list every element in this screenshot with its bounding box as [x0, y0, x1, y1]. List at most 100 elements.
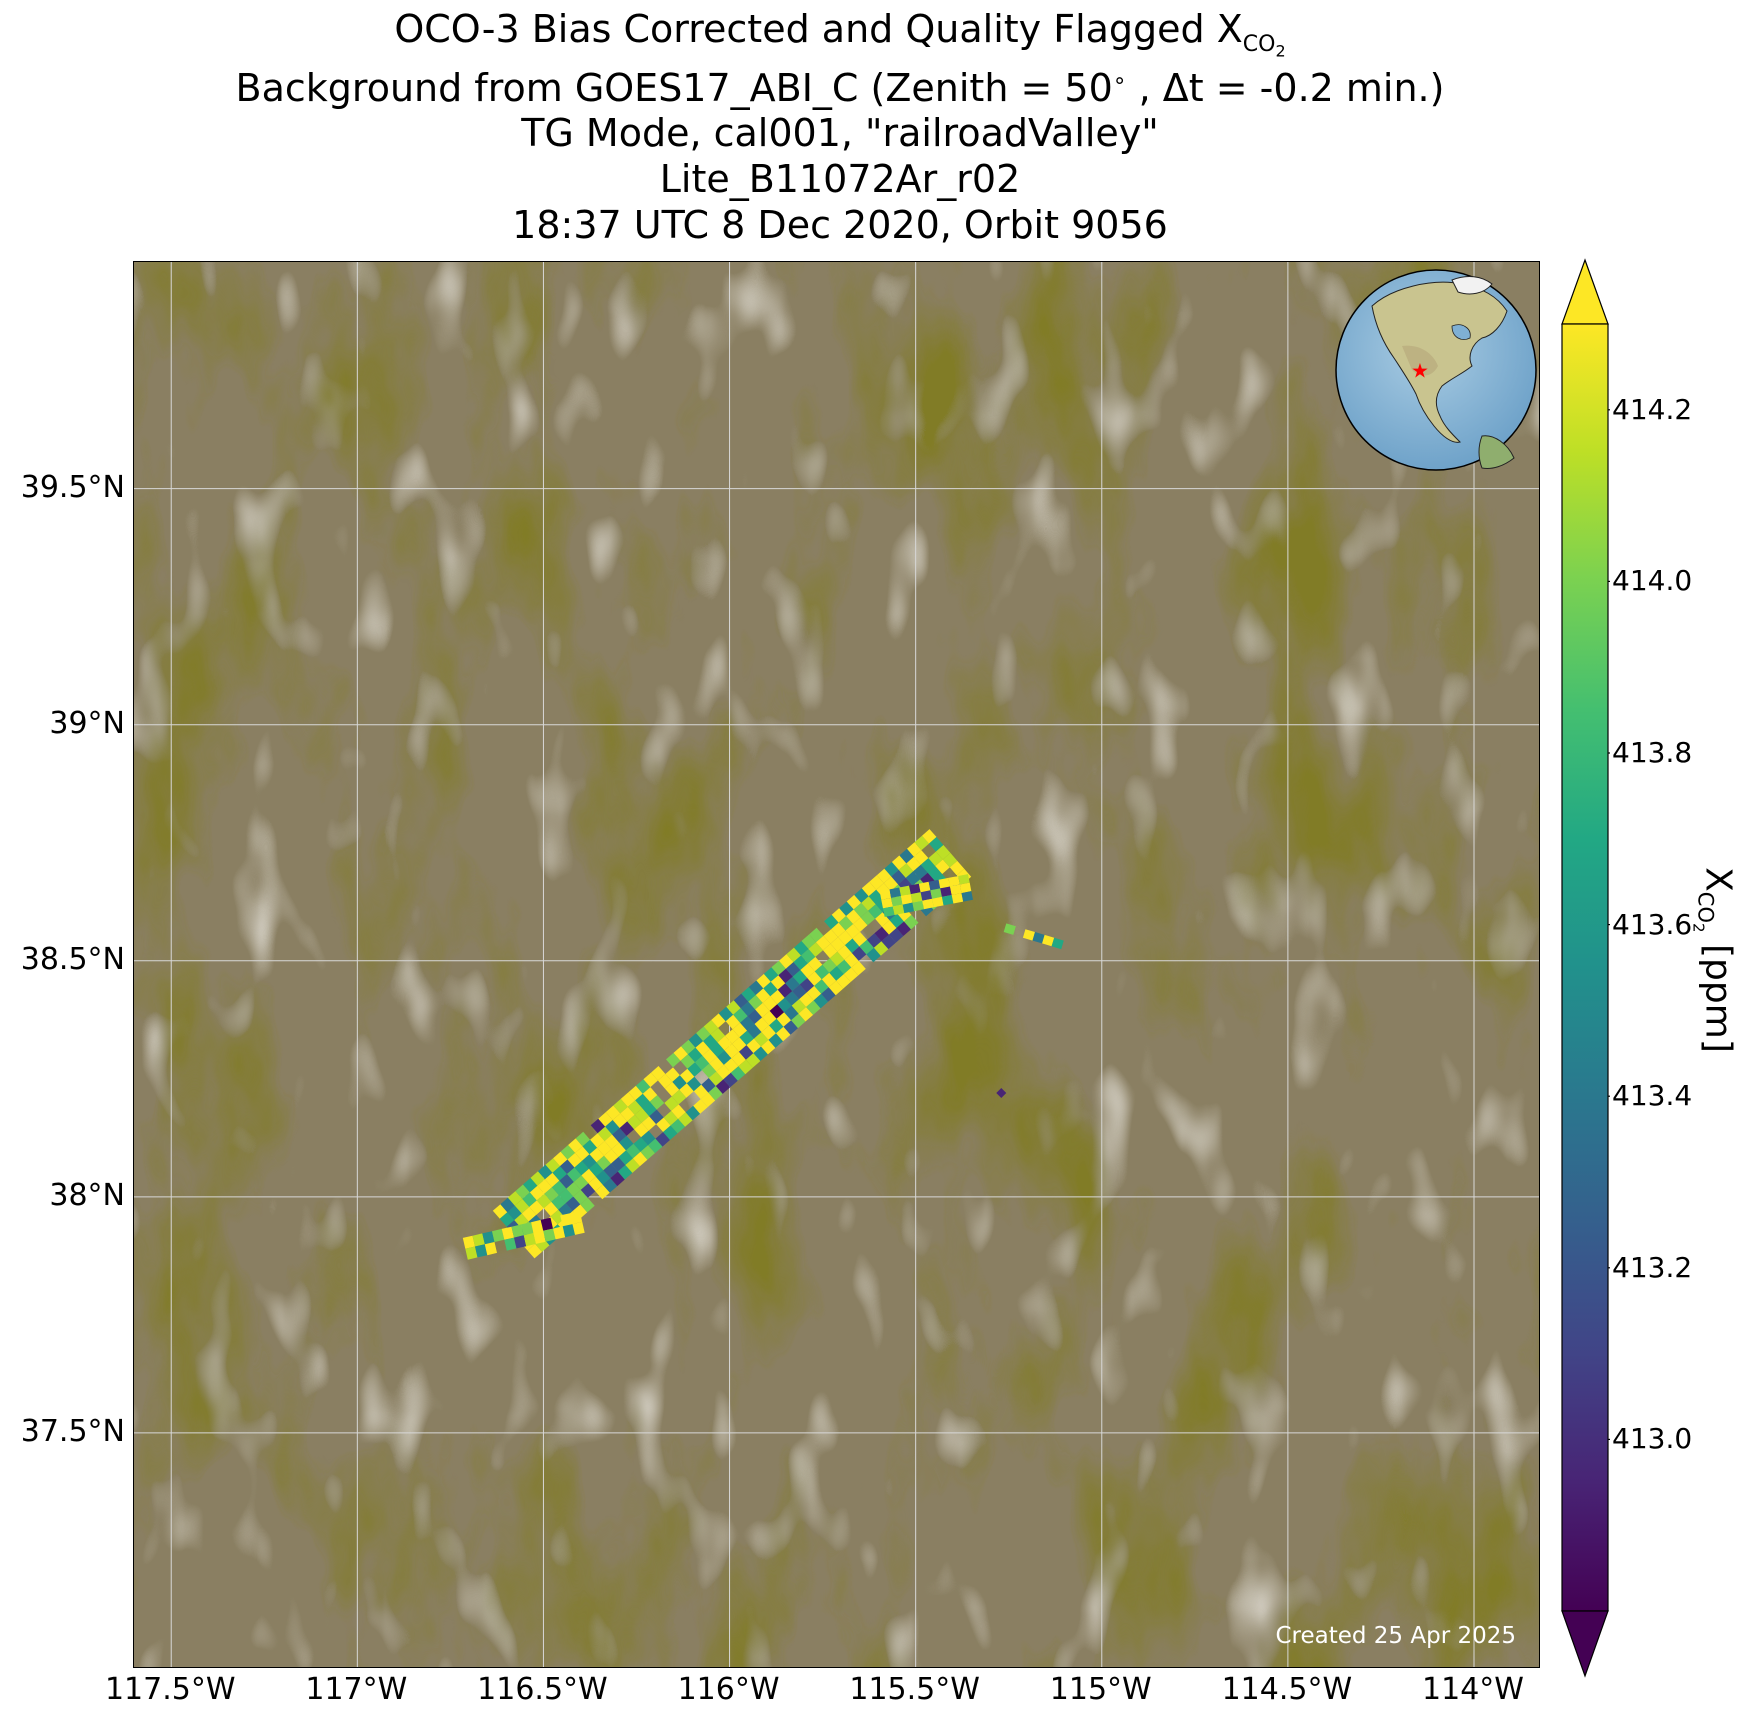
sounding-cell	[798, 1007, 814, 1022]
sounding-cell	[570, 1210, 583, 1225]
sounding-cell	[566, 1182, 581, 1197]
sounding-cell	[808, 942, 823, 957]
sounding-cell	[640, 1145, 655, 1160]
sounding-cell	[891, 869, 906, 885]
sounding-cell	[769, 1004, 785, 1019]
sounding-cell	[708, 1071, 724, 1086]
sounding-cell	[641, 1116, 657, 1131]
sounding-cell	[851, 946, 867, 961]
sounding-cell	[859, 939, 874, 955]
sounding-cell	[868, 889, 884, 905]
sounding-cell	[562, 1224, 575, 1238]
sounding-cell	[879, 889, 892, 900]
sounding-cell	[883, 876, 899, 892]
sounding-cell	[575, 1131, 591, 1147]
sounding-cell	[899, 848, 914, 864]
sounding-cell	[837, 945, 852, 960]
sounding-cell	[763, 967, 779, 982]
sounding-cell	[792, 970, 808, 985]
lat-tick-label: 39.5°N	[20, 469, 125, 505]
sounding-cell	[595, 1184, 610, 1200]
sounding-cell	[935, 845, 951, 860]
sounding-cell	[807, 956, 823, 972]
colorbar-tickmarks	[1608, 409, 1610, 1441]
sounding-cell	[875, 912, 890, 927]
sounding-cell	[701, 1078, 716, 1093]
sounding-cell	[861, 896, 876, 911]
sounding-cell	[829, 966, 844, 981]
sounding-cell	[567, 1152, 582, 1168]
sounding-cell	[642, 1087, 658, 1102]
figure-title: OCO-3 Bias Corrected and Quality Flagged…	[0, 6, 1680, 74]
sounding-cell	[678, 1112, 693, 1127]
sounding-cell	[696, 1026, 711, 1042]
sounding-cell	[913, 850, 929, 865]
degree-symbol: ∘	[1112, 68, 1127, 93]
colorbar-tick-label: 414.0	[1612, 564, 1693, 598]
sounding-cell	[544, 1187, 559, 1202]
sounding-cell	[573, 1189, 588, 1205]
colorbar-tick-label: 413.8	[1612, 736, 1693, 769]
sounding-cell	[892, 904, 905, 915]
sounding-cell	[634, 1122, 649, 1138]
sounding-cell	[575, 1146, 590, 1161]
sounding-cell	[786, 947, 801, 963]
sounding-cell	[673, 1046, 688, 1061]
sounding-cell	[950, 884, 962, 895]
sounding-cell	[822, 958, 837, 973]
isolated-sounding	[996, 1087, 1007, 1098]
sounding-cell	[874, 926, 889, 942]
sounding-cell	[1032, 932, 1045, 944]
sounding-cell	[656, 1117, 671, 1132]
sounding-cell	[688, 1047, 703, 1063]
sounding-cell	[679, 1083, 694, 1098]
sounding-cell	[836, 974, 851, 989]
lat-tick-label: 39°N	[49, 705, 125, 741]
sounding-cell	[499, 1212, 515, 1227]
colorbar	[1561, 258, 1610, 1678]
sounding-cell	[762, 996, 778, 1011]
sounding-cell	[853, 902, 869, 918]
colorbar-tick-label: 414.2	[1612, 392, 1693, 426]
sounding-cell	[961, 891, 973, 902]
map-plot-area[interactable]: Created 25 Apr 2025	[133, 261, 1540, 1668]
title-subscript: CO2	[1242, 31, 1286, 60]
sounding-cell	[869, 875, 884, 890]
sounding-cell	[920, 858, 936, 873]
sounding-cell	[902, 902, 915, 914]
sounding-cell	[724, 1043, 739, 1059]
sounding-cell	[642, 1101, 657, 1117]
sounding-cell	[709, 1056, 724, 1072]
sounding-cell	[700, 1092, 716, 1108]
sounding-cell	[929, 837, 944, 852]
sounding-cell	[545, 1172, 560, 1188]
sounding-cell	[816, 935, 831, 951]
sounding-cell	[573, 1175, 589, 1190]
sounding-cell	[732, 1037, 747, 1052]
sounding-cell	[605, 1120, 620, 1135]
sounding-cell	[521, 1206, 537, 1222]
colorbar-tick-label: 413.2	[1612, 1250, 1693, 1284]
lon-tick-label: 115°W	[1049, 1672, 1152, 1707]
sounding-cell	[882, 920, 897, 935]
sounding-cell	[763, 981, 778, 997]
sounding-cell	[959, 882, 972, 894]
lon-tick-label: 116°W	[677, 1672, 780, 1707]
sounding-cell	[695, 1055, 710, 1071]
sounding-cell	[605, 1105, 621, 1120]
sounding-cell	[725, 1029, 740, 1044]
south-america-landmass	[1478, 435, 1515, 469]
sounding-cell	[940, 886, 952, 897]
sounding-cell	[717, 1035, 732, 1051]
sounding-cell	[784, 1005, 799, 1021]
sounding-cell	[553, 1151, 568, 1167]
sounding-cell	[769, 1018, 784, 1034]
sounding-cell	[604, 1134, 620, 1150]
sounding-cell	[514, 1199, 530, 1214]
sounding-cell	[866, 947, 881, 963]
lat-tick-label: 37.5°N	[20, 1413, 125, 1449]
sounding-cell	[928, 879, 941, 891]
sounding-cell	[663, 1125, 678, 1140]
sounding-cell	[889, 928, 904, 943]
sounding-cell	[717, 1050, 732, 1065]
